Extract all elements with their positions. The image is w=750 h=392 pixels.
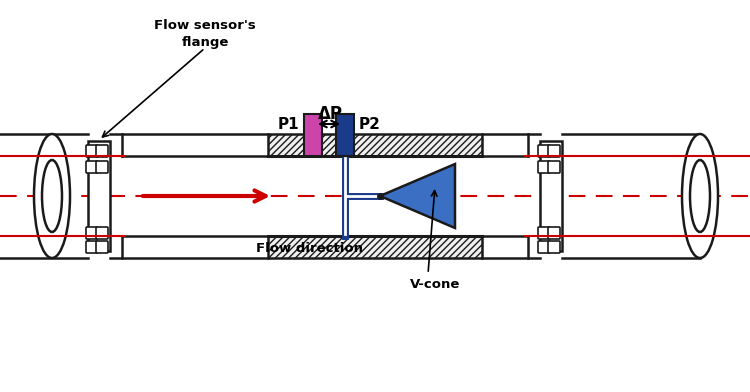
Bar (304, 114, 322, 156)
Text: P1: P1 (278, 116, 299, 131)
FancyBboxPatch shape (96, 145, 108, 157)
FancyBboxPatch shape (548, 227, 560, 239)
FancyBboxPatch shape (86, 227, 98, 239)
Polygon shape (380, 164, 455, 228)
FancyBboxPatch shape (538, 241, 550, 253)
FancyBboxPatch shape (538, 145, 550, 157)
Ellipse shape (690, 160, 710, 232)
Bar (268, 236, 482, 258)
Ellipse shape (42, 160, 62, 232)
Bar (336, 114, 354, 156)
Text: ΔP: ΔP (317, 105, 343, 123)
Bar (268, 134, 482, 156)
FancyBboxPatch shape (548, 145, 560, 157)
FancyBboxPatch shape (96, 241, 108, 253)
Bar (540, 141, 562, 251)
FancyBboxPatch shape (548, 161, 560, 173)
Ellipse shape (682, 134, 718, 258)
FancyBboxPatch shape (86, 145, 98, 157)
FancyBboxPatch shape (96, 161, 108, 173)
Bar (88, 141, 110, 251)
Ellipse shape (34, 134, 70, 258)
Text: Flow sensor's
flange: Flow sensor's flange (154, 19, 256, 49)
Text: P2: P2 (359, 116, 381, 131)
Text: Flow direction: Flow direction (256, 241, 364, 254)
FancyBboxPatch shape (538, 227, 550, 239)
FancyBboxPatch shape (538, 161, 550, 173)
FancyBboxPatch shape (86, 161, 98, 173)
Text: V-cone: V-cone (410, 278, 460, 290)
FancyBboxPatch shape (96, 227, 108, 239)
FancyBboxPatch shape (548, 241, 560, 253)
FancyBboxPatch shape (86, 241, 98, 253)
